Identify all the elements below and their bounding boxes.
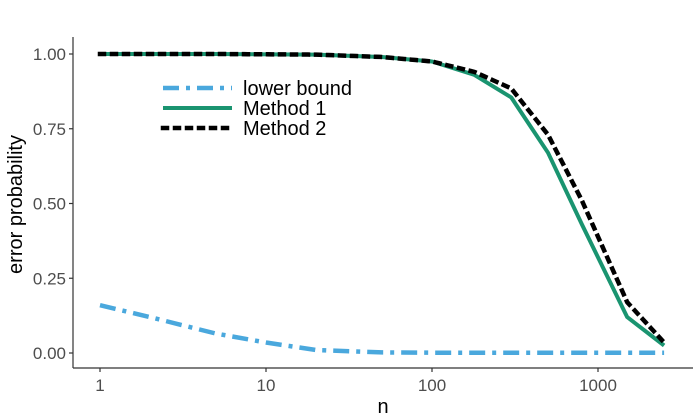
x-axis-title: n <box>377 396 388 418</box>
y-tick-label: 1.00 <box>33 45 66 64</box>
y-tick-label: 0.25 <box>33 269 66 288</box>
x-tick-label: 10 <box>257 376 276 395</box>
x-tick-label: 100 <box>418 376 446 395</box>
legend-label-3: Method 2 <box>243 118 326 140</box>
y-tick-label: 0.00 <box>33 344 66 363</box>
y-tick-label: 0.75 <box>33 120 66 139</box>
legend-label-1: lower bound <box>243 78 352 100</box>
y-tick-label: 0.50 <box>33 195 66 214</box>
x-tick-label: 1000 <box>579 376 617 395</box>
legend-label-2: Method 1 <box>243 98 326 120</box>
x-tick-label: 1 <box>95 376 104 395</box>
series-line-1 <box>99 303 665 355</box>
series-line-2 <box>100 52 666 348</box>
y-axis-title: error probability <box>5 135 27 274</box>
axes: 0.00 0.25 0.50 0.75 1.00 1 10 100 1000 <box>33 37 693 395</box>
series-layer <box>97 51 668 355</box>
series-line-3 <box>97 51 668 346</box>
